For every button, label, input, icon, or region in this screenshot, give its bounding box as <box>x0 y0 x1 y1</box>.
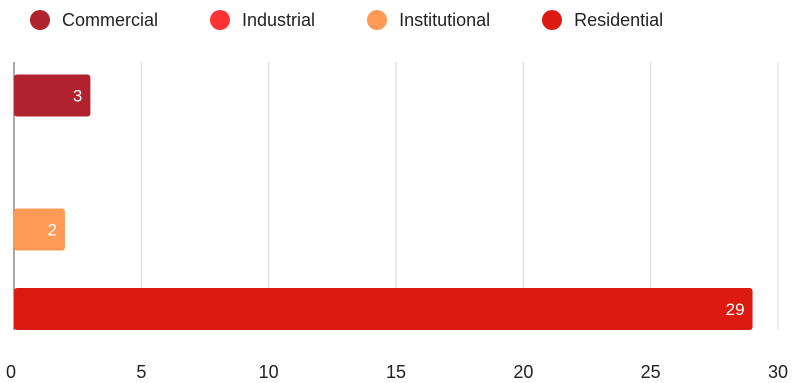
legend-label-commercial: Commercial <box>62 9 159 30</box>
x-tick-label: 15 <box>386 362 406 382</box>
x-tick-label: 5 <box>136 362 146 382</box>
legend-item-institutional[interactable]: Institutional <box>367 10 490 31</box>
bar-data-label: 3 <box>73 87 82 106</box>
bar-commercial <box>14 74 91 117</box>
legend-item-residential[interactable]: Residential <box>542 10 663 31</box>
bar-data-label: 29 <box>726 300 745 319</box>
x-tick-label: 30 <box>768 362 788 382</box>
legend-swatch-residential <box>542 10 563 30</box>
legend-label-residential: Residential <box>574 9 664 30</box>
x-tick-label: 20 <box>513 362 533 382</box>
legend-swatch-commercial <box>30 10 50 30</box>
legend-swatch-industrial <box>210 10 231 30</box>
bar-data-label: 2 <box>47 221 56 240</box>
x-tick-label: 10 <box>259 362 279 382</box>
legend-item-industrial[interactable]: Industrial <box>210 10 315 31</box>
legend-swatch-institutional <box>367 10 388 30</box>
legend: Commercial Industrial Institutional Resi… <box>30 6 715 34</box>
legend-label-industrial: Industrial <box>242 9 316 30</box>
x-tick-label: 25 <box>641 362 661 382</box>
legend-item-commercial[interactable]: Commercial <box>30 10 158 31</box>
x-tick-label: 0 <box>6 362 16 382</box>
bar-institutional <box>14 208 65 251</box>
bar-residential <box>14 288 753 330</box>
legend-label-institutional: Institutional <box>399 9 491 30</box>
